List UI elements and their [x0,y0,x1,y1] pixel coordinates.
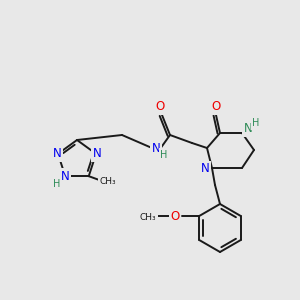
Text: O: O [155,100,165,113]
Text: N: N [61,170,70,183]
Text: N: N [244,122,252,136]
Text: CH₃: CH₃ [99,177,116,186]
Text: N: N [152,142,160,155]
Text: H: H [52,179,60,189]
Text: N: N [201,163,209,176]
Text: CH₃: CH₃ [140,212,157,221]
Text: N: N [93,147,101,160]
Text: H: H [160,150,168,160]
Text: N: N [52,147,62,160]
Text: O: O [212,100,220,113]
Text: O: O [171,209,180,223]
Text: H: H [252,118,260,128]
